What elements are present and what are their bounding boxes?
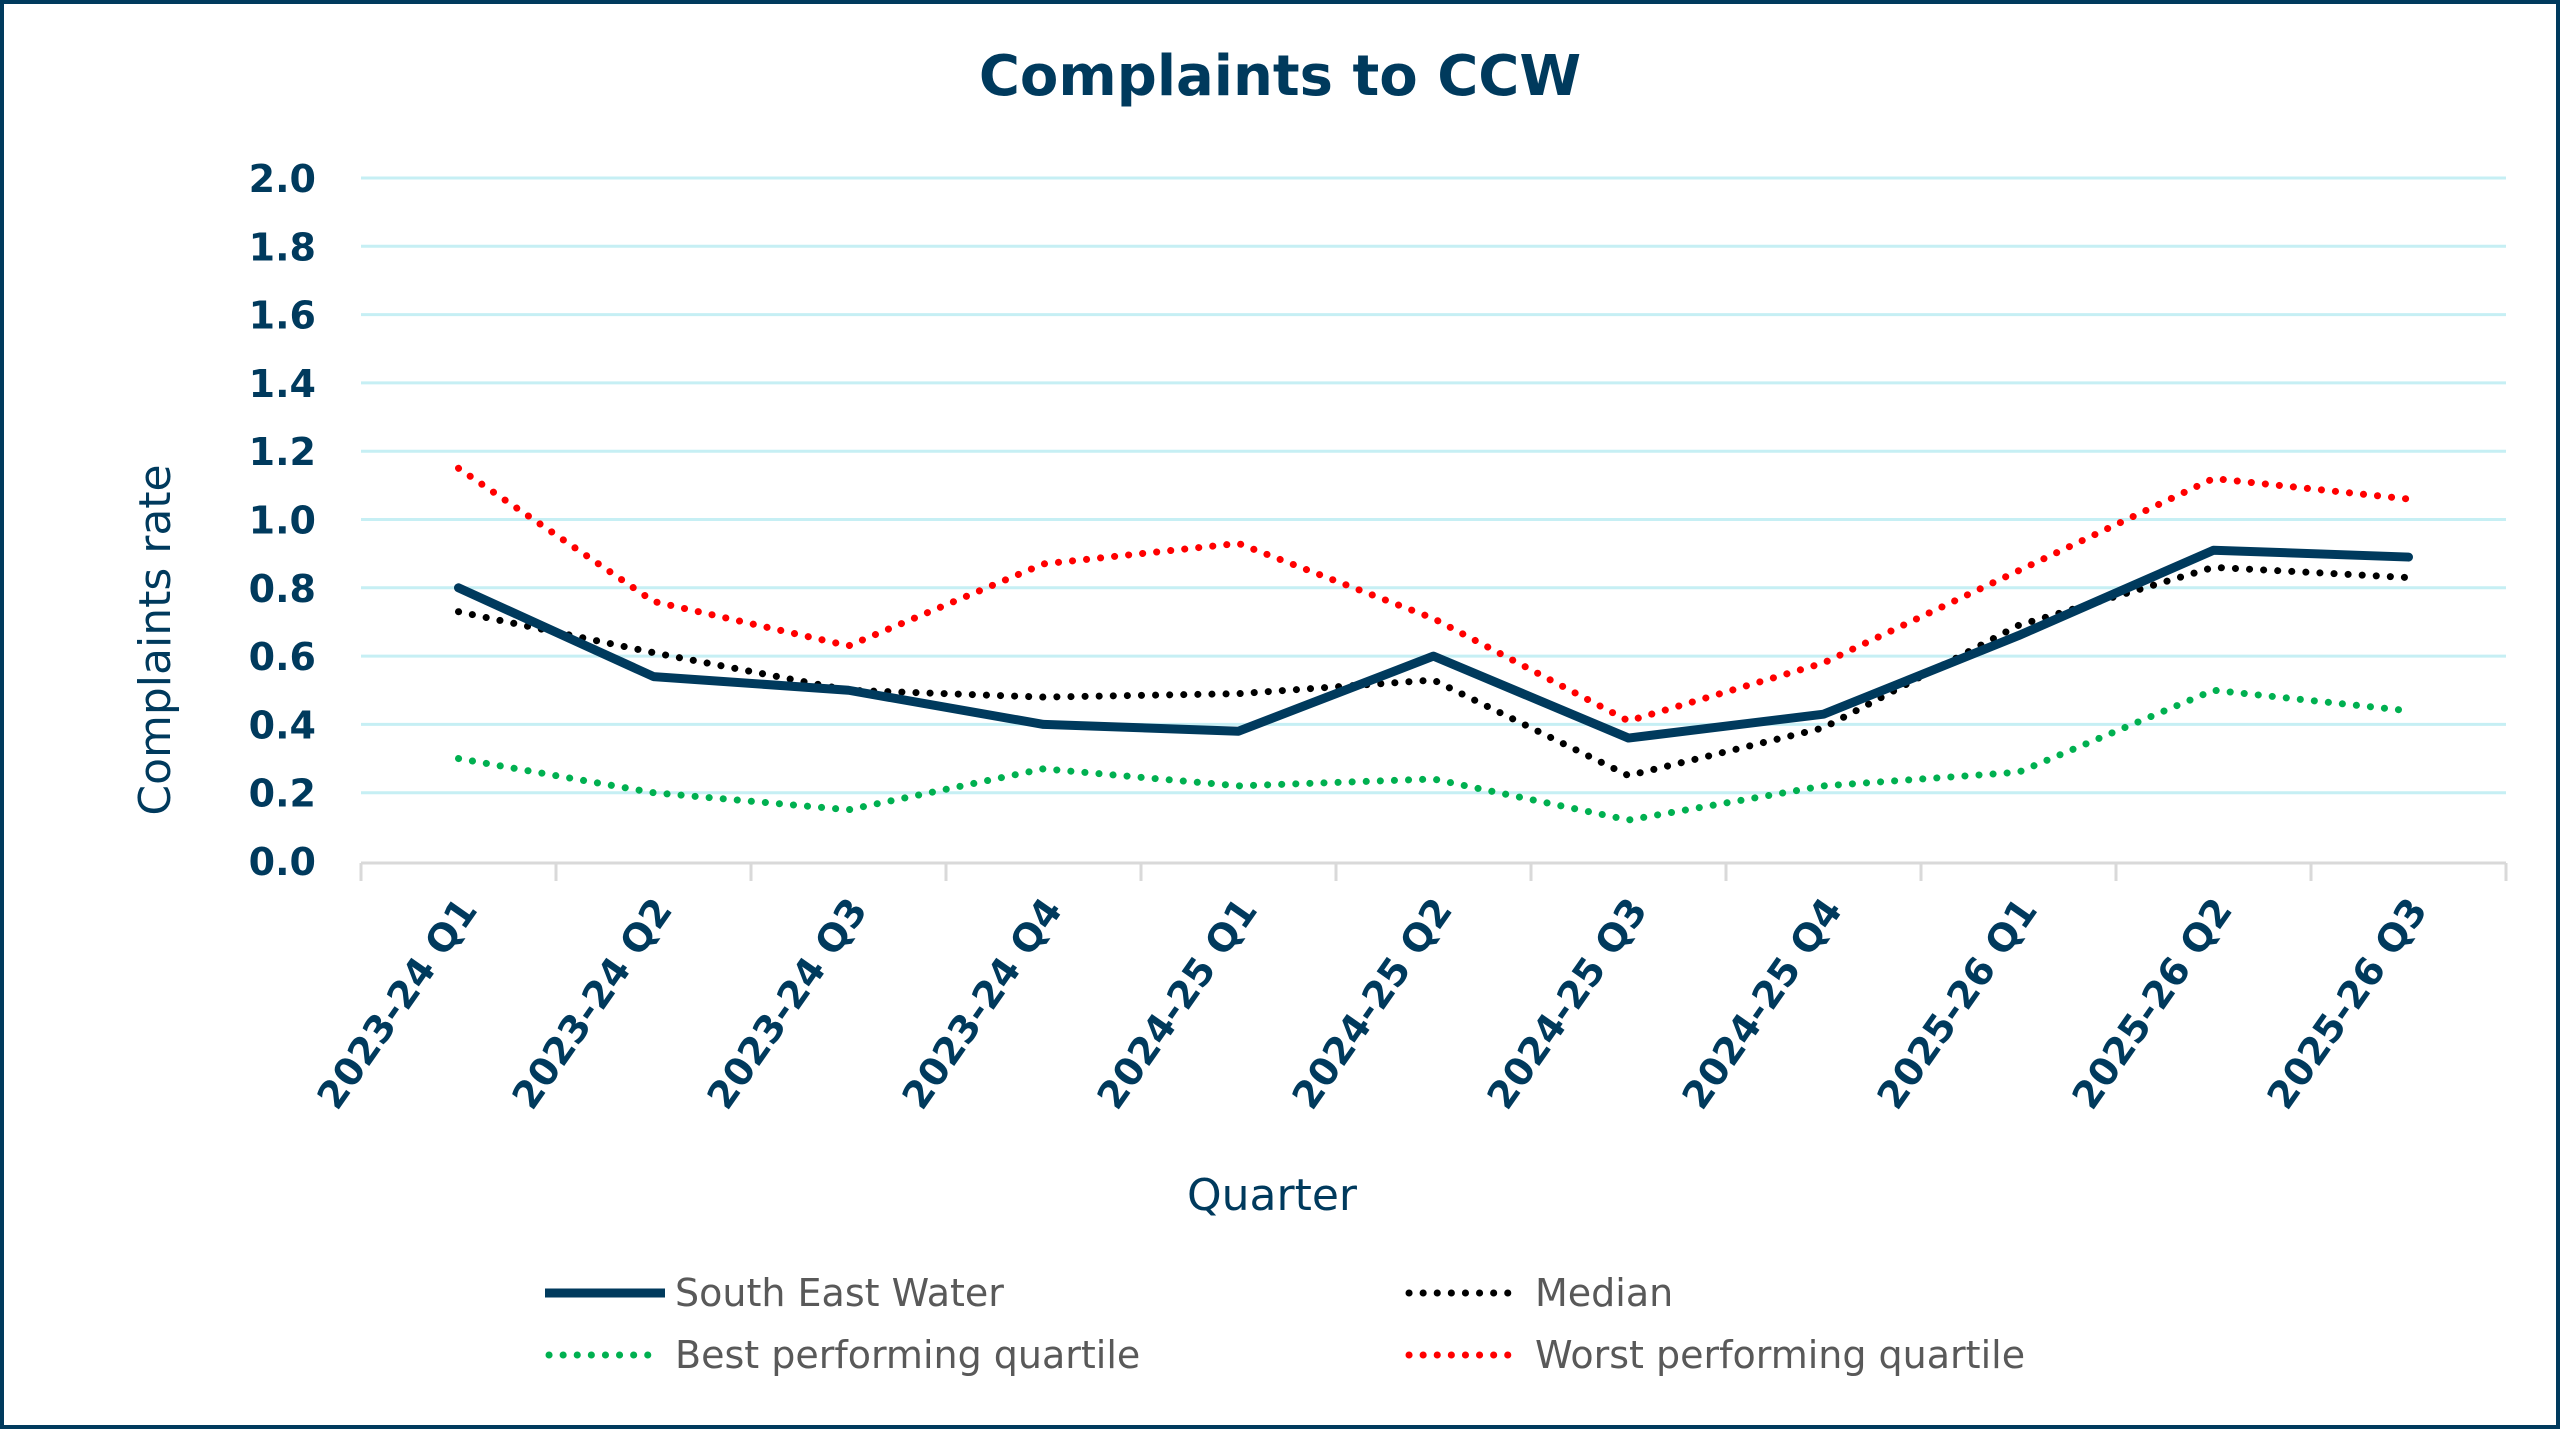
- x-tick-label: 2025-26 Q1: [1869, 890, 2046, 1117]
- series-lines: [454, 464, 2413, 824]
- y-tick-label: 0.2: [249, 772, 316, 816]
- x-axis-title: Quarter: [1187, 1170, 1358, 1221]
- series-line-worst-performing-quartile: [455, 464, 2412, 725]
- y-axis-tick-labels: 0.0 0.2 0.4 0.6 0.8 1.0 1.2 1.4 1.6 1.8 2.0: [249, 157, 316, 884]
- x-tick-label: 2024-25 Q4: [1674, 890, 1851, 1117]
- x-tick-label: 2024-25 Q3: [1479, 890, 1656, 1117]
- y-tick-label: 2.0: [249, 157, 316, 201]
- x-tick-label: 2024-25 Q1: [1089, 890, 1266, 1117]
- y-tick-label: 1.8: [249, 225, 316, 269]
- y-tick-label: 1.2: [249, 430, 316, 474]
- x-tick-label: 2025-26 Q3: [2259, 890, 2436, 1117]
- x-axis: [359, 861, 2508, 881]
- legend-label: Median: [1535, 1271, 1673, 1315]
- series-line-median: [455, 563, 2412, 780]
- legend-item: Worst performing quartile: [1405, 1333, 2025, 1377]
- legend-label: Worst performing quartile: [1535, 1333, 2025, 1377]
- y-tick-label: 0.8: [249, 567, 316, 611]
- x-tick-label: 2023-24 Q2: [504, 890, 681, 1117]
- series-line-south-east-water: [454, 545, 2413, 743]
- legend-item: Best performing quartile: [545, 1333, 1140, 1377]
- x-tick-label: 2023-24 Q4: [894, 890, 1071, 1117]
- gridlines: [361, 176, 2506, 795]
- y-tick-label: 1.4: [249, 362, 316, 406]
- legend-label: South East Water: [675, 1271, 1004, 1315]
- legend-label: Best performing quartile: [675, 1333, 1140, 1377]
- x-tick-label: 2023-24 Q3: [699, 890, 876, 1117]
- y-tick-label: 1.6: [249, 294, 316, 338]
- legend-item: Median: [1405, 1271, 1673, 1315]
- legend-item: South East Water: [545, 1271, 1004, 1315]
- series-line-best-performing-quartile: [455, 686, 2412, 824]
- legend: South East Water Median Best performing qu…: [545, 1271, 2025, 1377]
- y-tick-label: 0.4: [249, 703, 316, 747]
- chart-title: Complaints to CCW: [979, 44, 1581, 109]
- x-tick-label: 2024-25 Q2: [1284, 890, 1461, 1117]
- y-tick-label: 0.6: [249, 635, 316, 679]
- x-tick-label: 2025-26 Q2: [2064, 890, 2241, 1117]
- y-tick-label: 0.0: [249, 840, 316, 884]
- y-axis-title: Complaints rate: [130, 464, 181, 815]
- y-tick-label: 1.0: [249, 499, 316, 543]
- x-tick-label: 2023-24 Q1: [309, 890, 486, 1117]
- x-axis-tick-labels: 2023-24 Q1 2023-24 Q2 2023-24 Q3 2023-24 Q4…: [309, 890, 2436, 1117]
